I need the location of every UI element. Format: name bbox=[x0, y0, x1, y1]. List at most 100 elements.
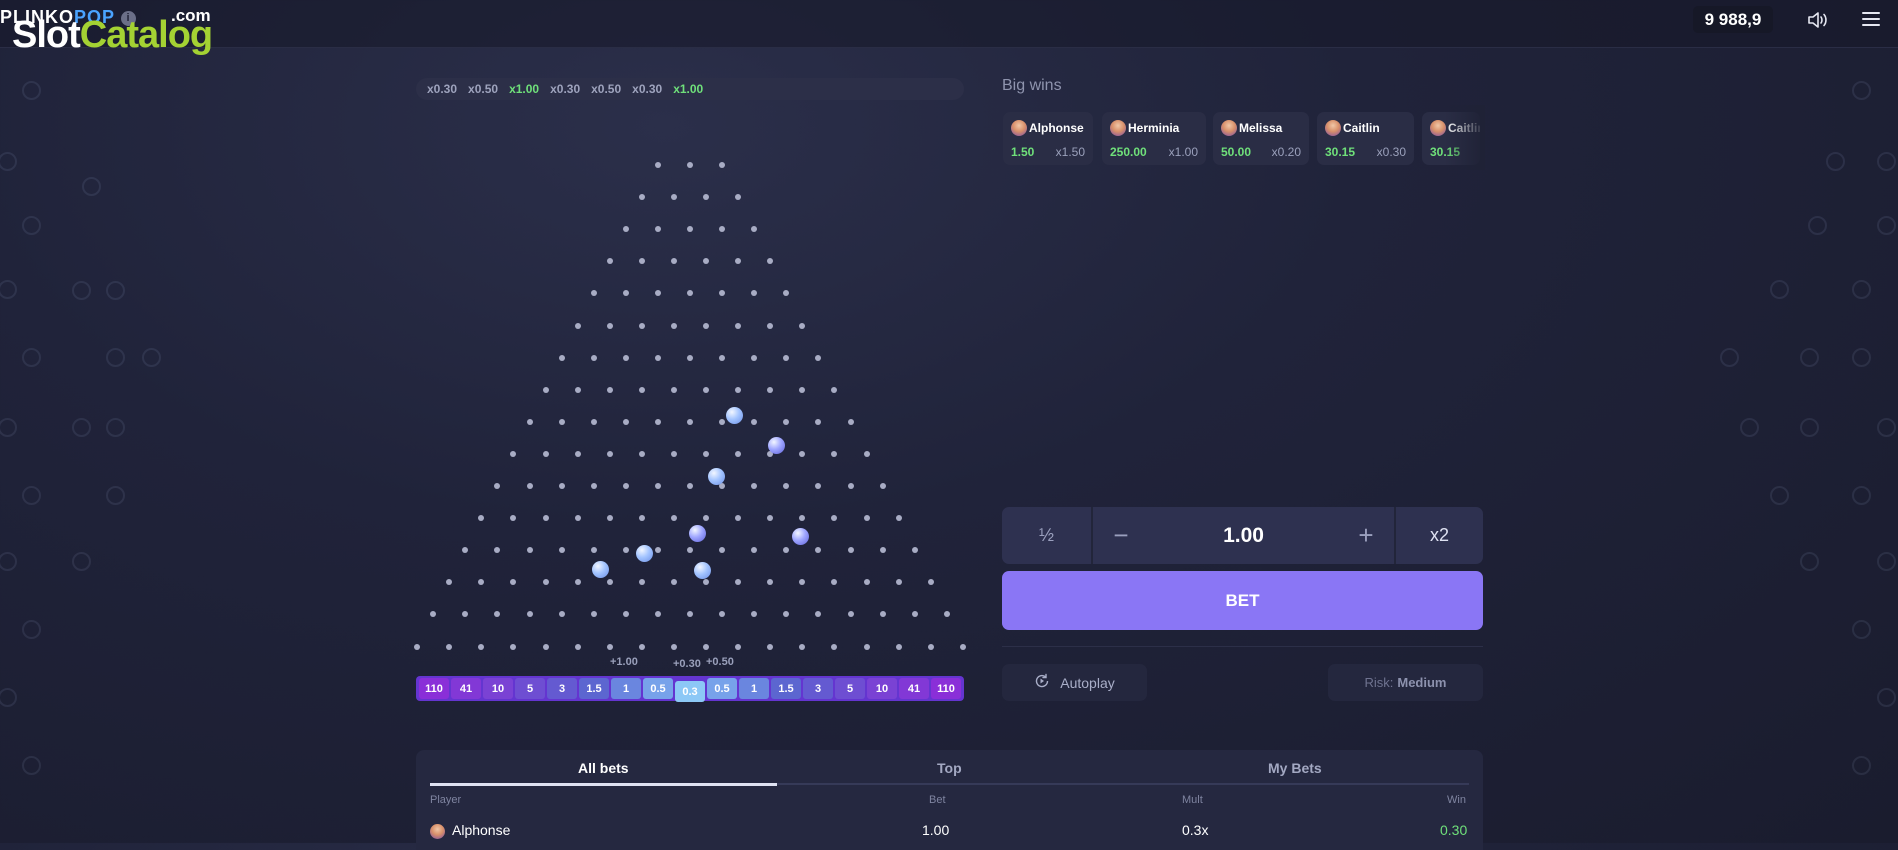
peg bbox=[558, 354, 565, 361]
peg bbox=[959, 643, 966, 650]
autoplay-button[interactable]: Autoplay bbox=[1002, 664, 1147, 701]
peg bbox=[526, 611, 533, 618]
peg bbox=[670, 386, 677, 393]
peg bbox=[574, 322, 581, 329]
multiplier-slot: 1 bbox=[611, 678, 641, 699]
peg bbox=[414, 643, 421, 650]
peg bbox=[751, 611, 758, 618]
brand-catalog-text: Catalog bbox=[79, 14, 213, 56]
tab-top[interactable]: Top bbox=[937, 760, 962, 776]
bet-button[interactable]: BET bbox=[1002, 571, 1483, 630]
peg bbox=[654, 290, 661, 297]
autoplay-label: Autoplay bbox=[1060, 674, 1115, 691]
peg bbox=[574, 386, 581, 393]
peg bbox=[719, 290, 726, 297]
peg bbox=[879, 483, 886, 489]
big-win-card: Melissa 50.00 x0.20 bbox=[1213, 112, 1309, 165]
column-bet: Bet bbox=[929, 794, 946, 806]
peg bbox=[430, 611, 437, 618]
peg bbox=[863, 515, 870, 522]
multiplier-slots: 110 41 10 5 3 1.5 1 0.5 0.3 0.5 1 1.5 3 5 10 41 110 bbox=[416, 676, 964, 702]
tab-all-bets[interactable]: All bets bbox=[578, 760, 629, 776]
decorative-circle bbox=[22, 756, 41, 775]
decorative-circle bbox=[22, 216, 41, 235]
decrease-bet-button[interactable]: − bbox=[1113, 520, 1129, 550]
history-item: x0.50 bbox=[468, 82, 499, 96]
peg bbox=[526, 418, 533, 425]
peg bbox=[703, 194, 710, 201]
peg bbox=[799, 386, 806, 393]
peg bbox=[767, 386, 774, 393]
peg bbox=[622, 354, 629, 361]
increase-bet-button[interactable]: + bbox=[1358, 520, 1374, 550]
avatar bbox=[1221, 120, 1237, 136]
peg bbox=[478, 515, 485, 522]
peg bbox=[735, 258, 742, 265]
peg bbox=[638, 450, 645, 457]
big-win-player: Melissa bbox=[1239, 121, 1283, 135]
result-history: x0.30 x0.50 x1.00 x0.30 x0.50 x0.30 x1.00 bbox=[416, 78, 964, 100]
peg bbox=[831, 579, 838, 586]
peg bbox=[815, 547, 822, 554]
ball bbox=[635, 544, 653, 562]
peg bbox=[687, 418, 693, 425]
peg bbox=[751, 354, 758, 361]
decorative-circle bbox=[1877, 688, 1896, 707]
peg bbox=[783, 418, 790, 425]
peg bbox=[526, 547, 533, 554]
avatar bbox=[1011, 120, 1027, 136]
peg bbox=[751, 226, 758, 233]
double-bet-button[interactable]: x2 bbox=[1394, 507, 1483, 564]
half-bet-button[interactable]: ½ bbox=[1002, 507, 1093, 564]
decorative-circle bbox=[72, 281, 91, 300]
peg bbox=[863, 579, 870, 586]
decorative-circle bbox=[1877, 418, 1896, 437]
peg bbox=[815, 611, 822, 618]
peg bbox=[719, 547, 726, 554]
multiplier-slot: 41 bbox=[451, 678, 481, 699]
big-win-amount: 50.00 bbox=[1221, 145, 1252, 159]
decorative-circle bbox=[0, 552, 17, 571]
peg bbox=[719, 483, 726, 489]
peg bbox=[831, 515, 838, 522]
hamburger-icon[interactable] bbox=[1862, 12, 1880, 26]
multiplier-slot: 0.5 bbox=[707, 678, 737, 699]
peg bbox=[446, 579, 453, 586]
tab-my-bets[interactable]: My Bets bbox=[1268, 760, 1322, 776]
peg bbox=[767, 515, 774, 522]
info-icon[interactable]: i bbox=[121, 11, 137, 26]
game-logo: PLINKOPOP i bbox=[0, 7, 137, 28]
autoplay-icon bbox=[1034, 673, 1050, 692]
peg bbox=[558, 611, 565, 618]
peg bbox=[542, 643, 549, 650]
big-win-card: Alphonse 1.50 x1.50 bbox=[1003, 112, 1093, 165]
risk-selector[interactable]: Risk: Medium bbox=[1328, 664, 1483, 701]
peg bbox=[783, 290, 790, 297]
peg bbox=[687, 611, 693, 618]
peg bbox=[638, 386, 645, 393]
multiplier-slot: 1.5 bbox=[579, 678, 609, 699]
peg bbox=[687, 290, 693, 297]
speaker-icon[interactable] bbox=[1805, 8, 1829, 32]
peg bbox=[622, 290, 629, 297]
peg bbox=[622, 418, 629, 425]
multiplier-slot: 3 bbox=[547, 678, 577, 699]
avatar bbox=[1325, 120, 1341, 136]
peg bbox=[687, 162, 693, 168]
peg bbox=[863, 643, 870, 650]
peg bbox=[799, 322, 806, 329]
peg bbox=[895, 515, 902, 522]
big-win-multiplier: x1.00 bbox=[1168, 145, 1198, 159]
peg bbox=[751, 290, 758, 297]
ball bbox=[791, 527, 809, 545]
avatar bbox=[430, 824, 445, 839]
history-item: x0.50 bbox=[591, 82, 622, 96]
plinko-board bbox=[414, 150, 966, 710]
peg bbox=[590, 483, 597, 489]
peg bbox=[654, 418, 661, 425]
peg bbox=[895, 579, 902, 586]
history-item: x1.00 bbox=[673, 82, 704, 96]
decorative-circle bbox=[1852, 486, 1871, 505]
bet-amount-input[interactable]: 1.00 bbox=[1223, 523, 1264, 547]
bets-table: All bets Top My Bets Player Bet Mult Win… bbox=[416, 750, 1483, 850]
